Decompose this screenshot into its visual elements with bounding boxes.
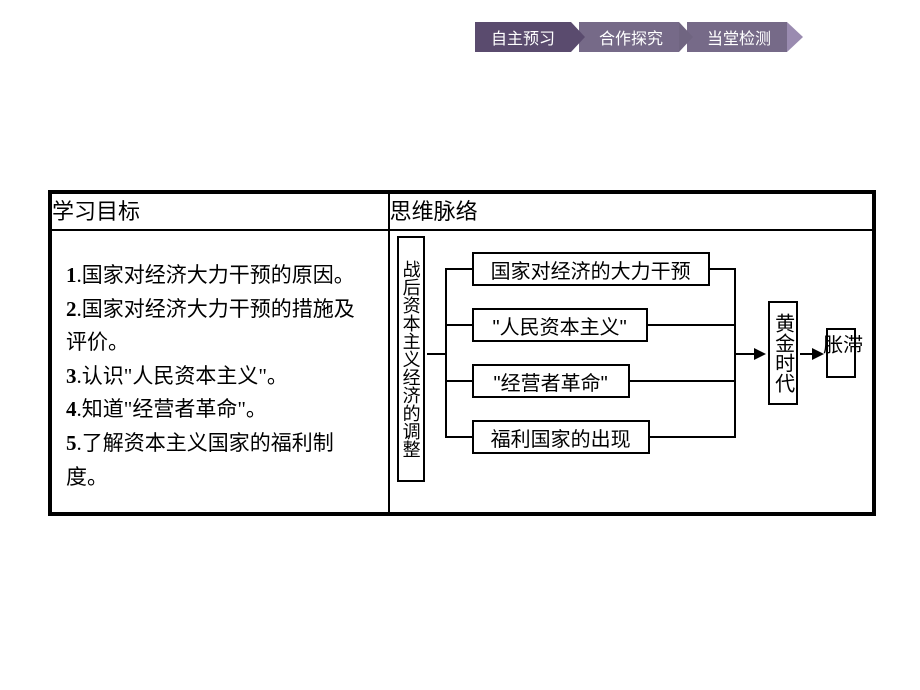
goals-list: 1.国家对经济大力干预的原因。 2.国家对经济大力干预的措施及评价。 3.认识"… — [52, 231, 388, 512]
tab-self-study[interactable]: 自主预习 — [475, 22, 571, 52]
thinking-thread-header: 思维脉络 — [389, 192, 874, 230]
connector-line — [427, 353, 445, 355]
main-content-table: 学习目标 思维脉络 1.国家对经济大力干预的原因。 2.国家对经济大力干预的措施… — [48, 190, 876, 516]
diagram-cell: 战后资本主义经济的调整 国家对经济的大力干预 "人民资本主义" "经营者革命" … — [389, 230, 874, 514]
connector-line — [650, 436, 734, 438]
connector-line — [630, 380, 734, 382]
arrow-icon — [754, 348, 766, 360]
golden-age-node: 黄金时代 — [768, 301, 798, 405]
left-vertical-node: 战后资本主义经济的调整 — [397, 236, 425, 482]
nav-tabs: 自主预习 合作探究 当堂检测 — [475, 22, 803, 52]
connector-line — [445, 380, 472, 382]
stagflation-node: 滞胀 — [826, 328, 856, 378]
goal-item: 1.国家对经济大力干预的原因。 — [66, 259, 374, 293]
connector-line — [710, 268, 734, 270]
chevron-icon — [679, 22, 693, 52]
chevron-icon — [571, 22, 585, 52]
connector-line — [648, 324, 734, 326]
middle-node-welfare: 福利国家的出现 — [472, 420, 650, 454]
flowchart-diagram: 战后资本主义经济的调整 国家对经济的大力干预 "人民资本主义" "经营者革命" … — [390, 231, 872, 487]
connector-line — [445, 436, 472, 438]
goal-item: 4.知道"经营者革命"。 — [66, 393, 374, 427]
learning-goals-cell: 1.国家对经济大力干预的原因。 2.国家对经济大力干预的措施及评价。 3.认识"… — [50, 230, 389, 514]
connector-line — [734, 353, 756, 355]
middle-node-capitalism: "人民资本主义" — [472, 308, 648, 342]
middle-node-intervention: 国家对经济的大力干预 — [472, 252, 710, 286]
tab-test[interactable]: 当堂检测 — [687, 22, 787, 52]
learning-goals-header: 学习目标 — [50, 192, 389, 230]
chevron-icon — [787, 22, 803, 52]
tab-cooperation[interactable]: 合作探究 — [579, 22, 679, 52]
goal-item: 2.国家对经济大力干预的措施及评价。 — [66, 293, 374, 360]
middle-node-manager: "经营者革命" — [472, 364, 630, 398]
connector-line — [445, 268, 472, 270]
goal-item: 3.认识"人民资本主义"。 — [66, 360, 374, 394]
goal-item: 5.了解资本主义国家的福利制度。 — [66, 427, 374, 494]
connector-line — [445, 324, 472, 326]
bracket-line — [445, 268, 447, 438]
